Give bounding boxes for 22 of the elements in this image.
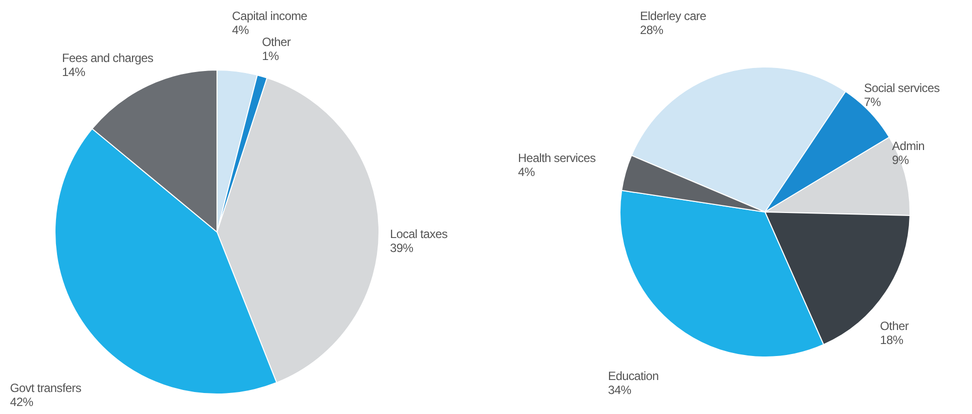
- slice-label: Admin: [892, 139, 925, 153]
- data-label: 14%: [62, 65, 86, 79]
- data-label: 39%: [390, 241, 414, 255]
- slice-label: Local taxes: [390, 227, 448, 241]
- data-label: 34%: [608, 383, 632, 397]
- data-label: 18%: [880, 333, 904, 347]
- slice-label: Other: [880, 319, 909, 333]
- slice-label: Social services: [864, 81, 940, 95]
- data-label: 1%: [262, 49, 280, 63]
- data-label: 4%: [232, 23, 250, 37]
- data-label: 42%: [10, 395, 34, 409]
- data-label: 28%: [640, 23, 664, 37]
- data-label: 4%: [518, 165, 536, 179]
- data-label: 9%: [892, 153, 910, 167]
- slice-label: Govt transfers: [10, 381, 82, 395]
- slice-label: Capital income: [232, 9, 308, 23]
- data-label: 7%: [864, 95, 882, 109]
- slice-label: Other: [262, 35, 291, 49]
- slice-label: Health services: [518, 151, 596, 165]
- slice-label: Education: [608, 369, 659, 383]
- slice-label: Elderley care: [640, 9, 707, 23]
- slice-label: Fees and charges: [62, 51, 154, 65]
